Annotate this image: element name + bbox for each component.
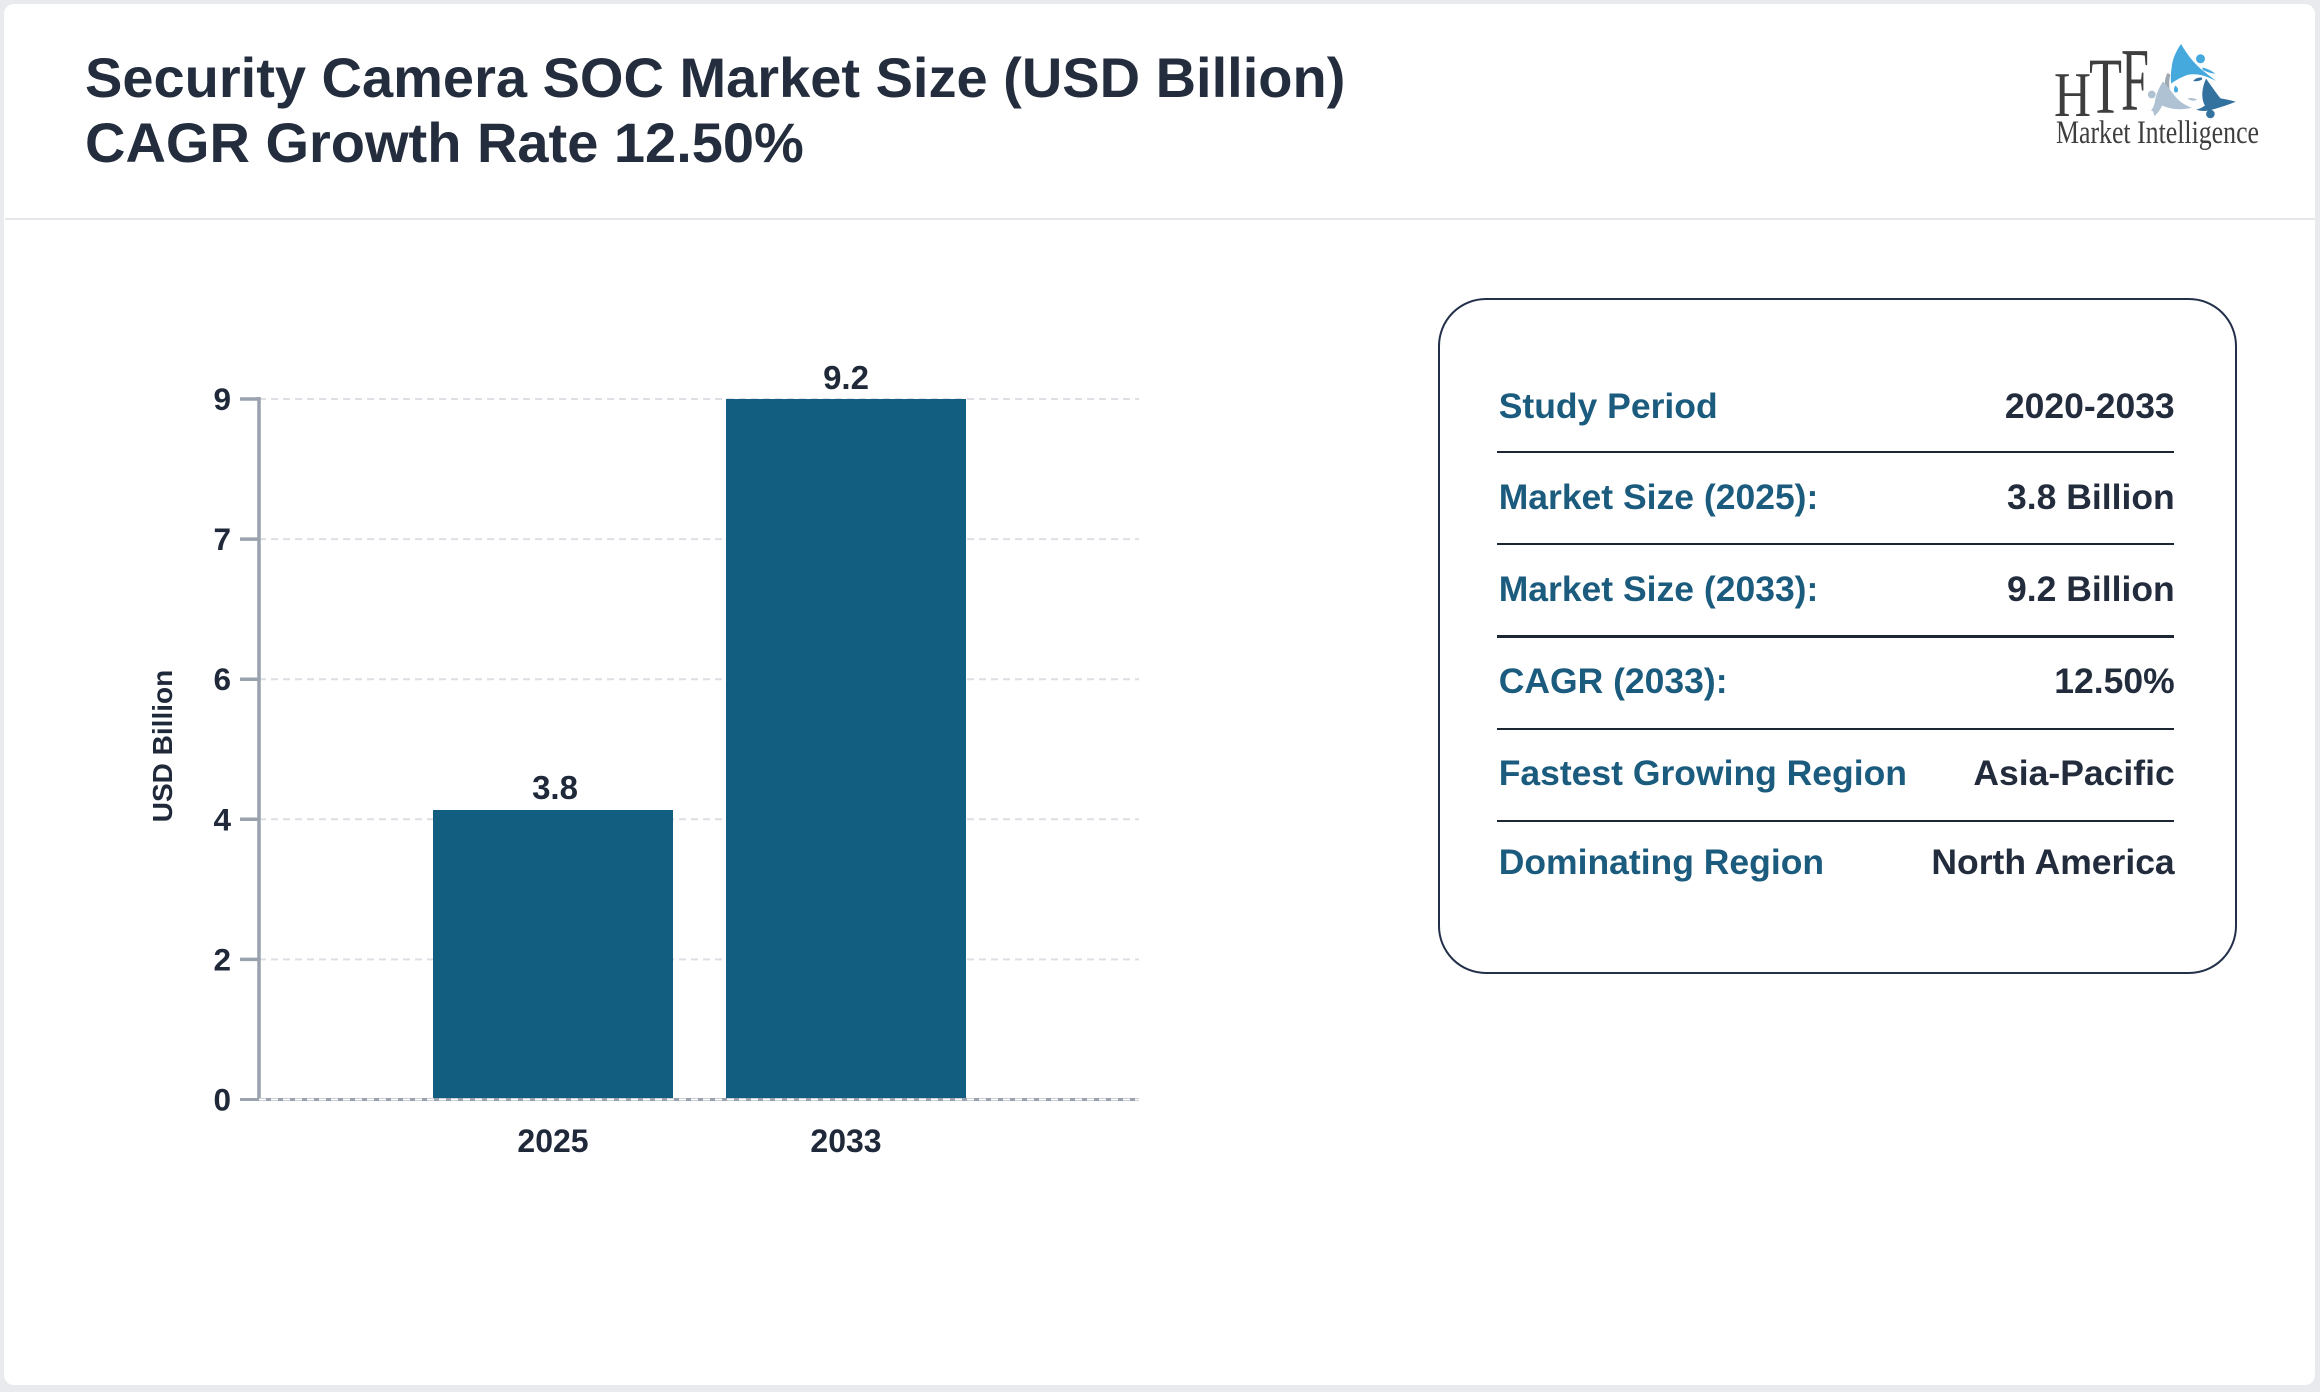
svg-text:T: T (2089, 44, 2122, 131)
svg-text:F: F (2121, 36, 2149, 129)
svg-text:0: 0 (213, 1082, 231, 1118)
svg-text:9.2: 9.2 (823, 359, 869, 396)
svg-text:2: 2 (213, 941, 231, 977)
svg-text:Market Intelligence: Market Intelligence (2056, 115, 2259, 151)
svg-text:6: 6 (213, 661, 231, 697)
svg-text:9: 9 (213, 381, 231, 417)
svg-text:H: H (2054, 60, 2091, 130)
svg-text:3.8: 3.8 (532, 769, 578, 806)
svg-text:4: 4 (213, 801, 231, 837)
svg-text:USD Billion: USD Billion (147, 670, 178, 822)
svg-text:2025: 2025 (517, 1123, 588, 1159)
svg-text:7: 7 (213, 521, 231, 557)
svg-text:2033: 2033 (810, 1123, 881, 1159)
